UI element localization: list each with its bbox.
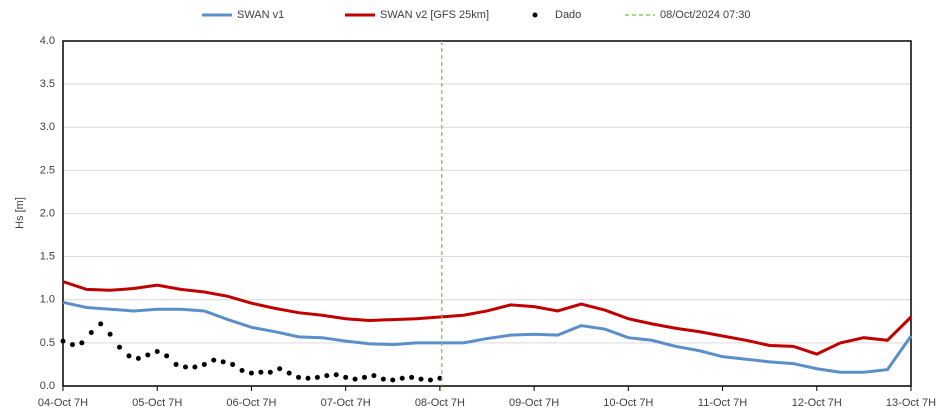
x-tick-label: 06-Oct 7H [226, 397, 276, 409]
x-tick-label: 13-Oct 7H [886, 397, 936, 409]
y-tick-label: 1.0 [40, 294, 55, 306]
data-point [220, 359, 226, 365]
data-point [154, 349, 160, 354]
data-point [333, 372, 339, 378]
data-point [230, 361, 236, 367]
data-point [173, 361, 179, 367]
plot-frame [62, 40, 912, 387]
x-tick-label: 04-Oct 7H [38, 397, 88, 409]
data-point [201, 361, 207, 367]
data-point [258, 369, 264, 375]
legend-label: SWAN v2 [GFS 25km] [380, 9, 489, 21]
data-point [117, 344, 123, 350]
x-tick-label: 10-Oct 7H [603, 397, 653, 409]
data-point [343, 374, 349, 380]
y-tick-label: 0.0 [40, 380, 55, 392]
y-tick-label: 2.0 [40, 207, 55, 219]
data-point [409, 374, 415, 380]
data-point [437, 375, 443, 381]
data-point [399, 375, 405, 381]
data-point [69, 342, 75, 348]
data-point [362, 374, 368, 380]
data-point [182, 364, 188, 370]
data-point [211, 357, 217, 363]
data-point [79, 340, 85, 346]
data-point [418, 376, 424, 382]
data-point [192, 364, 198, 370]
data-point [324, 373, 330, 379]
y-axis-label: Hs [m] [14, 197, 26, 229]
data-point [107, 331, 113, 337]
data-point [126, 353, 132, 359]
series-line [62, 280, 913, 356]
y-tick-label: 0.5 [40, 337, 55, 349]
legend-label: 08/Oct/2024 07:30 [660, 9, 751, 21]
y-tick-label: 3.0 [40, 121, 55, 133]
y-tick-label: 1.5 [40, 251, 55, 263]
data-point [286, 370, 292, 376]
data-point [239, 367, 245, 373]
x-tick-label: 09-Oct 7H [509, 397, 559, 409]
data-point [98, 321, 104, 327]
data-point [390, 377, 396, 383]
legend-label: Dado [555, 9, 581, 21]
y-tick-label: 2.5 [40, 164, 55, 176]
x-tick-label: 11-Oct 7H [698, 397, 747, 409]
legend-swatch [532, 12, 538, 18]
data-point [135, 355, 141, 361]
data-point [277, 366, 283, 372]
data-point [352, 376, 358, 382]
x-tick-label: 12-Oct 7H [792, 397, 842, 409]
data-point [314, 374, 320, 380]
data-point [145, 352, 151, 358]
x-tick-label: 05-Oct 7H [132, 397, 182, 409]
x-tick-label: 07-Oct 7H [321, 397, 371, 409]
legend-label: SWAN v1 [237, 9, 284, 21]
data-point [88, 330, 94, 336]
series-line [62, 300, 913, 374]
data-point [248, 370, 254, 376]
data-point [296, 374, 302, 380]
y-tick-label: 3.5 [40, 78, 55, 90]
data-point [427, 377, 433, 383]
data-point [380, 376, 386, 382]
x-tick-label: 08-Oct 7H [415, 397, 465, 409]
y-tick-label: 4.0 [40, 35, 55, 47]
data-point [267, 369, 273, 375]
data-point [60, 338, 66, 344]
data-point [371, 373, 377, 379]
data-point [305, 375, 311, 381]
data-point [164, 353, 170, 359]
